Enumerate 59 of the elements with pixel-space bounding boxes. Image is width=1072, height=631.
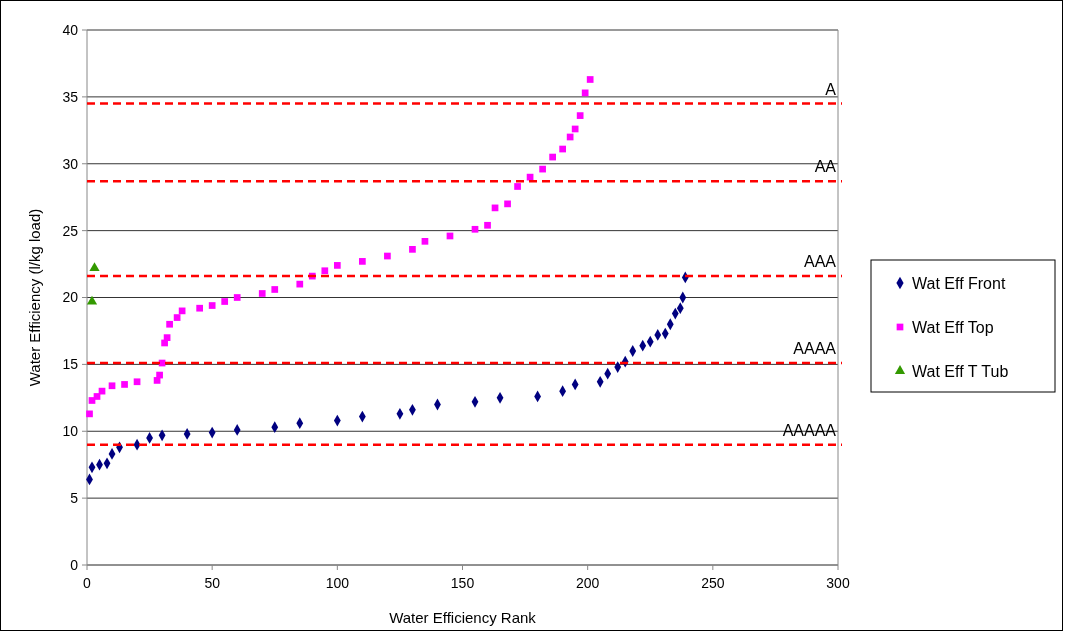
point <box>271 286 279 293</box>
x-tick-label: 200 <box>575 575 600 591</box>
point <box>321 267 329 275</box>
point <box>173 314 181 321</box>
point <box>471 225 479 233</box>
y-tick-label: 35 <box>62 88 79 105</box>
point <box>581 89 589 97</box>
point <box>163 334 171 341</box>
point <box>89 262 100 272</box>
point <box>333 262 341 269</box>
point <box>258 290 266 297</box>
point <box>571 125 579 133</box>
point <box>539 165 546 173</box>
x-tick-label: 50 <box>204 575 221 591</box>
x-tick-label: 100 <box>325 575 350 591</box>
point <box>559 145 566 153</box>
legend-label: Wat Eff Front <box>912 274 1006 292</box>
point <box>108 382 116 390</box>
point <box>296 280 304 288</box>
y-tick-label: 15 <box>62 356 79 373</box>
y-tick-label: 25 <box>62 222 79 239</box>
point <box>166 320 173 328</box>
point <box>86 295 98 305</box>
x-tick-label: 150 <box>450 575 475 591</box>
point <box>93 393 101 400</box>
point <box>121 381 128 388</box>
ref-line-label: AAA <box>803 253 837 271</box>
point <box>484 221 491 229</box>
point <box>409 246 416 253</box>
y-axis-title: Water Efficiency (l/kg load) <box>26 208 43 387</box>
point <box>86 410 93 418</box>
x-tick-label: 250 <box>701 575 725 591</box>
y-tick-label: 20 <box>62 289 79 306</box>
legend-label: Wat Eff Top <box>912 318 994 336</box>
y-tick-label: 30 <box>62 155 79 172</box>
point <box>133 378 141 386</box>
point <box>514 183 521 190</box>
point <box>586 76 594 83</box>
y-tick-label: 0 <box>70 556 79 573</box>
point <box>504 200 511 208</box>
point <box>208 302 216 309</box>
y-tick-label: 5 <box>70 490 79 507</box>
y-tick-label: 40 <box>62 21 79 38</box>
point <box>549 153 556 161</box>
point <box>156 371 163 379</box>
point <box>384 252 391 260</box>
x-tick-label: 300 <box>826 575 850 591</box>
point <box>196 304 203 312</box>
point <box>421 237 429 245</box>
ref-line-label: A <box>825 80 837 98</box>
legend-label: Wat Eff T Tub <box>912 362 1009 380</box>
x-tick-label: 0 <box>83 575 92 591</box>
ref-line-label: AAAA <box>793 340 837 358</box>
y-tick-label: 10 <box>62 423 79 440</box>
point <box>221 298 229 305</box>
point <box>576 112 584 119</box>
x-axis-title: Water Efficiency Rank <box>389 609 537 626</box>
point <box>233 294 241 301</box>
point <box>359 258 366 265</box>
